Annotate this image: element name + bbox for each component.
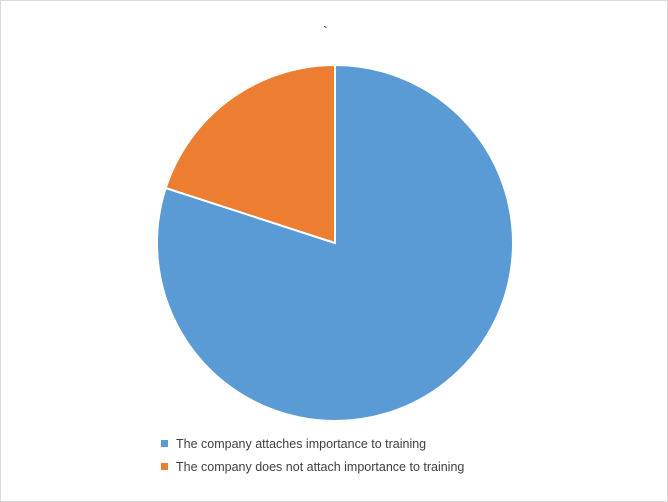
legend-label-attaches: The company attaches importance to train… (176, 436, 427, 451)
pie-slice-attaches (155, 63, 514, 422)
legend-label-does-not-attach: The company does not attach importance t… (176, 459, 465, 474)
legend-swatch-attaches (161, 440, 168, 447)
legend-swatch-does-not-attach (161, 463, 168, 470)
legend-item-attaches: The company attaches importance to train… (161, 432, 464, 455)
legend: The company attaches importance to train… (161, 432, 464, 478)
pie-slice-does-not-attach (164, 63, 336, 245)
legend-item-does-not-attach: The company does not attach importance t… (161, 455, 464, 478)
chart-title: ` (323, 23, 328, 39)
